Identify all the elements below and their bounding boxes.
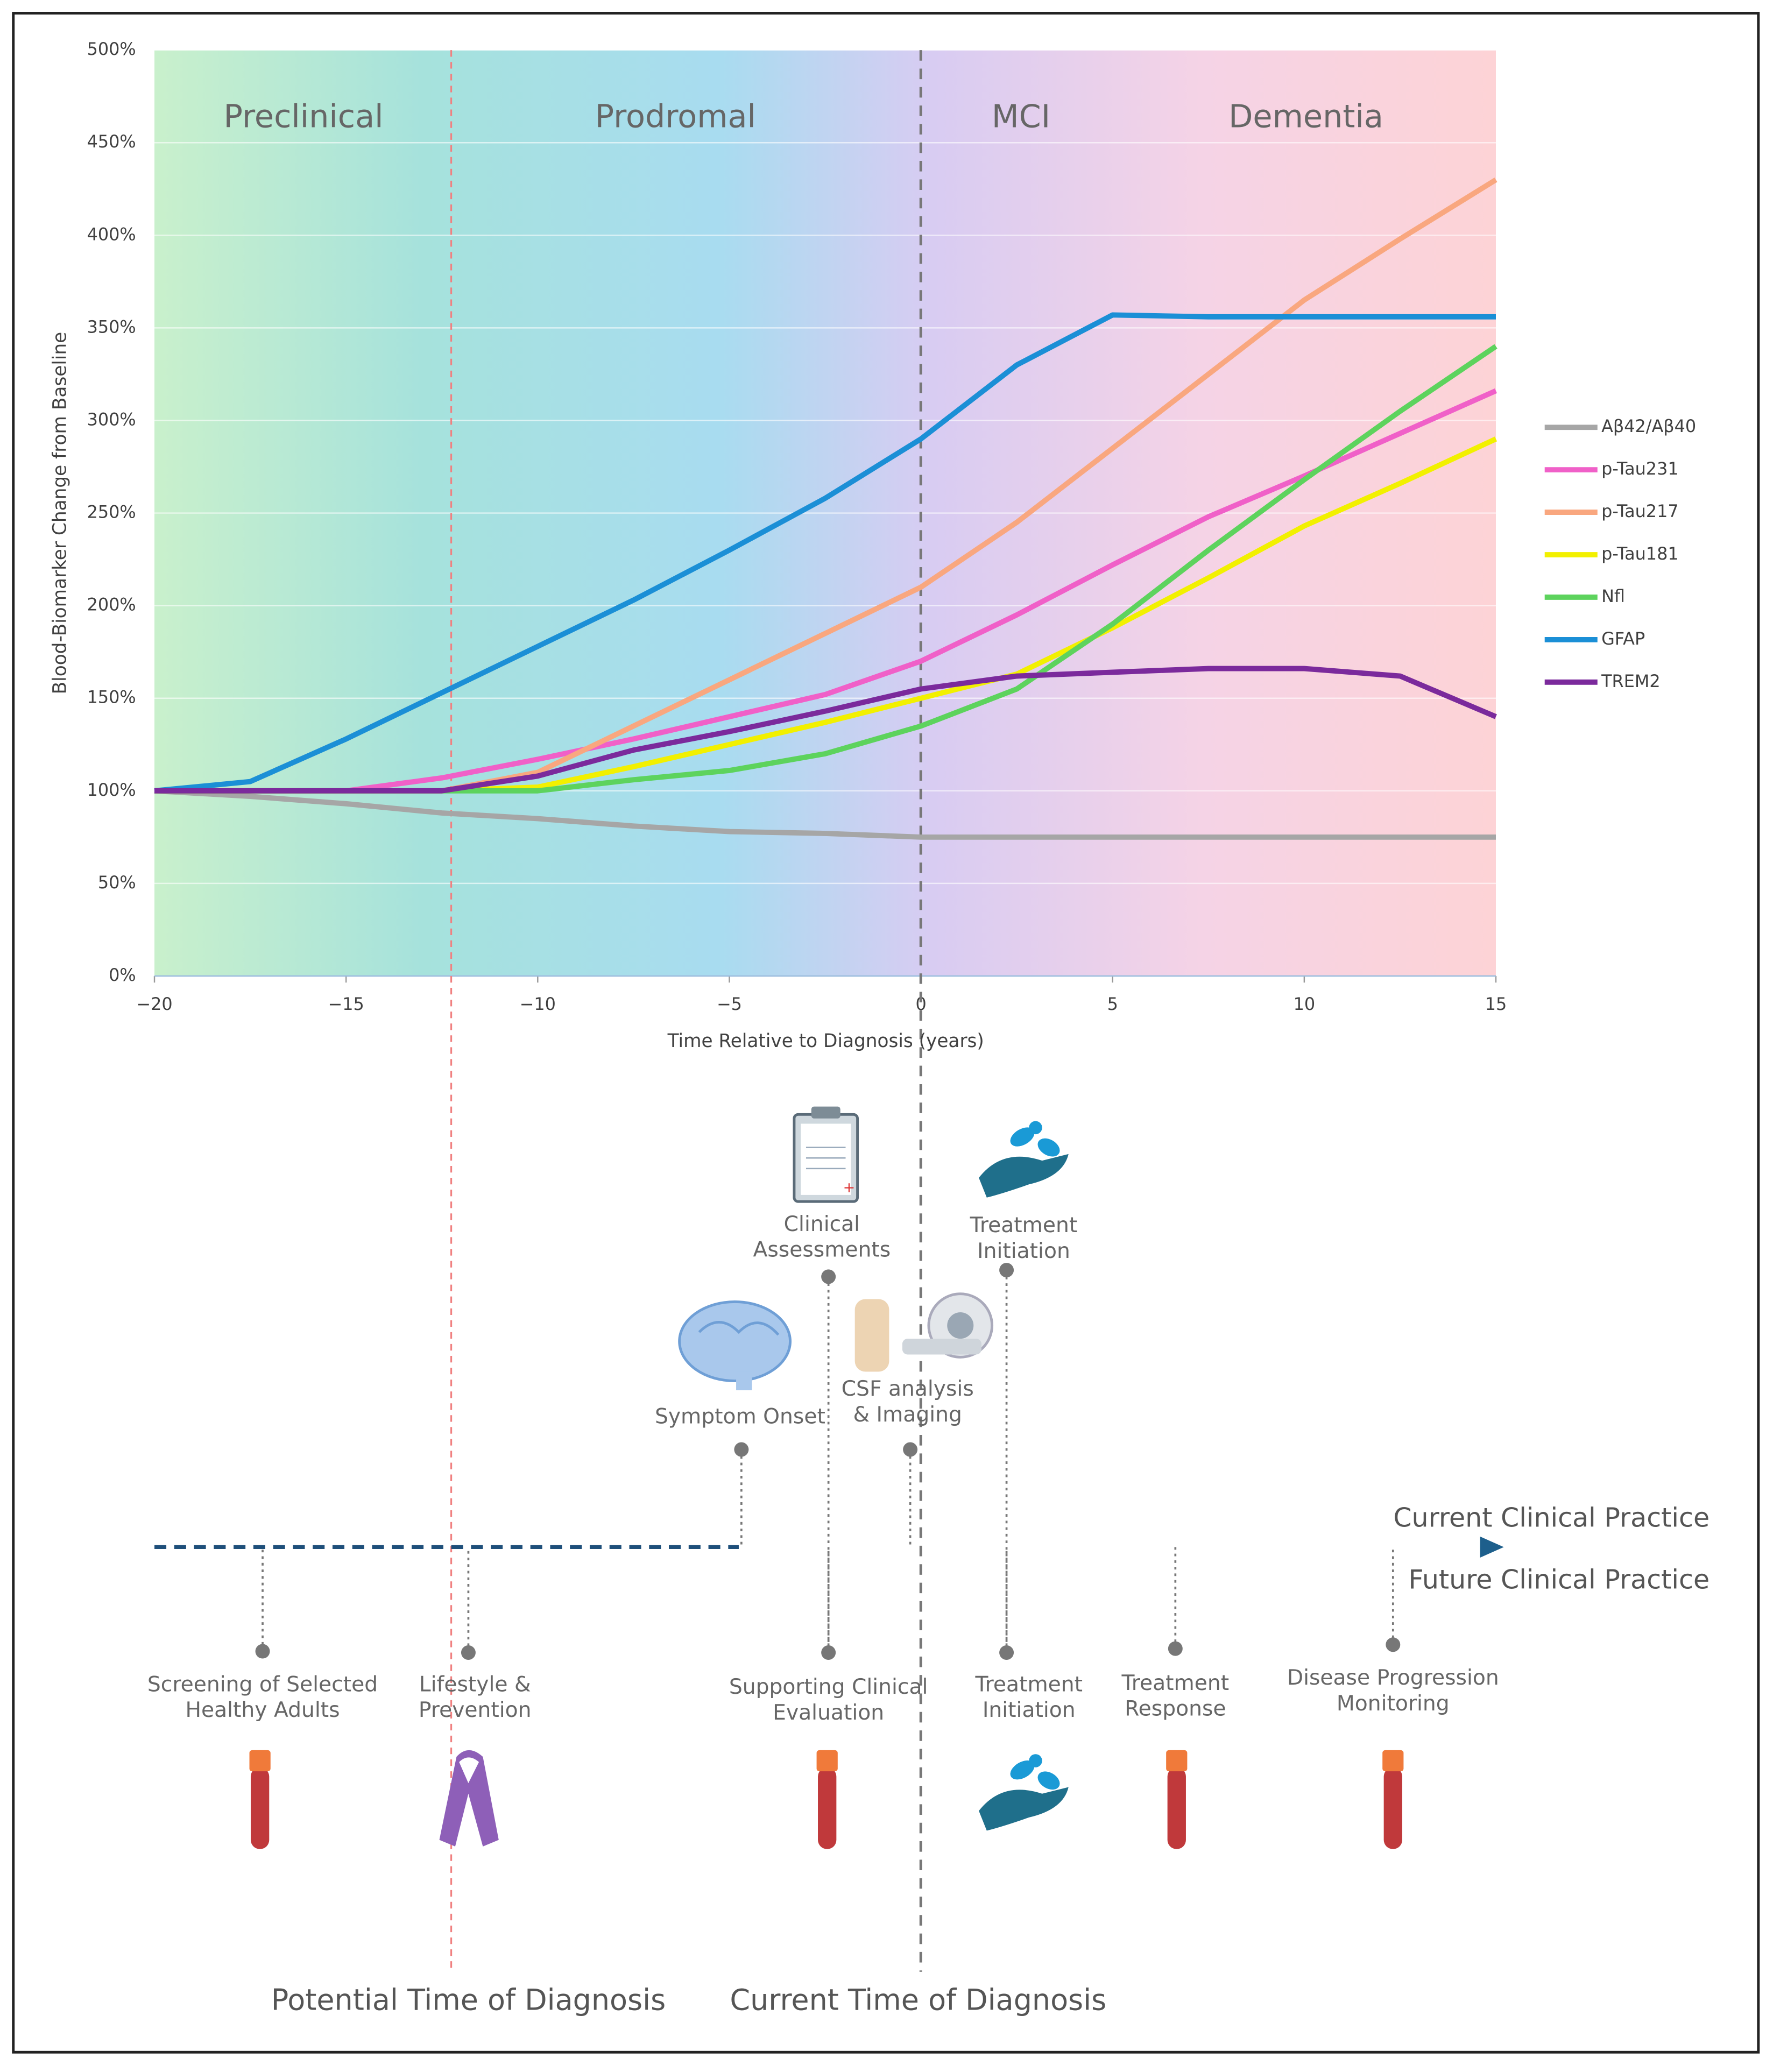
legend-label: p-Tau217 (1601, 501, 1679, 521)
event-dot (734, 1442, 749, 1457)
y-tick-label: 450% (87, 131, 136, 152)
blood-tube-icon (1383, 1767, 1402, 1849)
event-dot (255, 1644, 270, 1659)
y-tick-label: 50% (98, 872, 136, 893)
event-label: Initiation (983, 1698, 1076, 1722)
series-line (154, 312, 1496, 794)
hand-pills-icon (979, 1121, 1069, 1198)
x-axis-title: Time Relative to Diagnosis (years) (667, 1030, 984, 1052)
event-label: Supporting Clinical (729, 1675, 928, 1699)
y-tick-label: 250% (87, 502, 136, 522)
future-practice-label: Future Clinical Practice (1408, 1564, 1710, 1595)
event-label: Monitoring (1337, 1692, 1450, 1716)
brain-icon (678, 1300, 792, 1390)
event-label: Screening of Selected (147, 1672, 378, 1696)
series-line (154, 666, 1497, 794)
icons: + (678, 1106, 1069, 1831)
blood-tube-cap (1166, 1750, 1188, 1772)
series-line (154, 788, 1496, 840)
phase-label: MCI (992, 98, 1050, 135)
event-label: Evaluation (773, 1701, 884, 1725)
blood-tube-cap (1382, 1750, 1404, 1772)
y-tick-label: 200% (87, 595, 136, 615)
event-dot (903, 1442, 918, 1457)
x-tick-label: 0 (915, 994, 926, 1014)
event-label: CSF analysis (842, 1377, 974, 1401)
y-tick-label: 400% (87, 224, 136, 244)
clipboard-icon: + (793, 1106, 859, 1203)
legend-label: p-Tau231 (1601, 458, 1679, 479)
event-dot (821, 1269, 836, 1284)
event-label: Treatment (970, 1213, 1078, 1237)
event-label: Lifestyle & (419, 1672, 531, 1696)
series-line (154, 388, 1497, 794)
event-label: Response (1125, 1697, 1226, 1721)
blood-tube-cap (816, 1750, 838, 1772)
x-tick-label: 10 (1294, 994, 1316, 1014)
y-tick-label: 100% (87, 780, 136, 800)
event-label: Disease Progression (1287, 1666, 1499, 1690)
ribbon-icon (439, 1750, 499, 1847)
y-tick-label: 0% (109, 965, 136, 985)
x-tick-label: −5 (717, 994, 742, 1014)
x-tick-label: 15 (1485, 994, 1507, 1014)
diagnosis-label: Current Time of Diagnosis (730, 1983, 1106, 2017)
phase-label: Dementia (1228, 98, 1383, 135)
y-tick-label: 150% (87, 687, 136, 708)
y-tick-label: 350% (87, 316, 136, 337)
legend-label: Nfl (1601, 586, 1625, 606)
hand-pills-icon (979, 1754, 1069, 1831)
blood-tube-cap (249, 1750, 271, 1772)
csf-imaging-icon (854, 1292, 994, 1372)
event-dot (999, 1645, 1014, 1660)
legend-label: Aβ42/Aβ40 (1601, 416, 1696, 436)
legend-label: p-Tau181 (1601, 543, 1679, 564)
current-practice-label: Current Clinical Practice (1393, 1502, 1710, 1533)
blood-tube-icon (250, 1767, 270, 1849)
svg-text:+: + (843, 1179, 856, 1196)
timeline-arrow (1480, 1536, 1504, 1558)
event-label: Prevention (419, 1698, 532, 1722)
event-label: Healthy Adults (186, 1698, 340, 1722)
blood-tube-icon (1167, 1767, 1186, 1849)
event-dot (821, 1645, 836, 1660)
event-label: Clinical (784, 1212, 860, 1236)
event-label: & Imaging (853, 1403, 962, 1427)
x-tick-label: 5 (1107, 994, 1118, 1014)
x-tick-label: −20 (136, 994, 172, 1014)
event-label: Symptom Onset (655, 1405, 825, 1429)
event-dot (1386, 1637, 1401, 1652)
event-label: Initiation (977, 1239, 1070, 1263)
phase-label: Preclinical (224, 98, 384, 135)
event-dot (461, 1645, 476, 1660)
legend-label: TREM2 (1601, 671, 1661, 691)
x-tick-label: −10 (520, 994, 556, 1014)
event-label: Treatment (974, 1672, 1083, 1696)
y-axis-title: Blood-Biomarker Change from Baseline (49, 332, 70, 695)
y-tick-label: 500% (87, 39, 136, 59)
blood-tube-icon (818, 1767, 837, 1849)
diagnosis-label: Potential Time of Diagnosis (271, 1983, 666, 2017)
phase-label: Prodromal (595, 98, 756, 135)
event-label: Assessments (753, 1238, 891, 1262)
event-label: Treatment (1121, 1671, 1230, 1695)
event-dot (1168, 1641, 1183, 1656)
legend-label: GFAP (1601, 628, 1645, 649)
x-tick-label: −15 (328, 994, 364, 1014)
y-tick-label: 300% (87, 409, 136, 429)
